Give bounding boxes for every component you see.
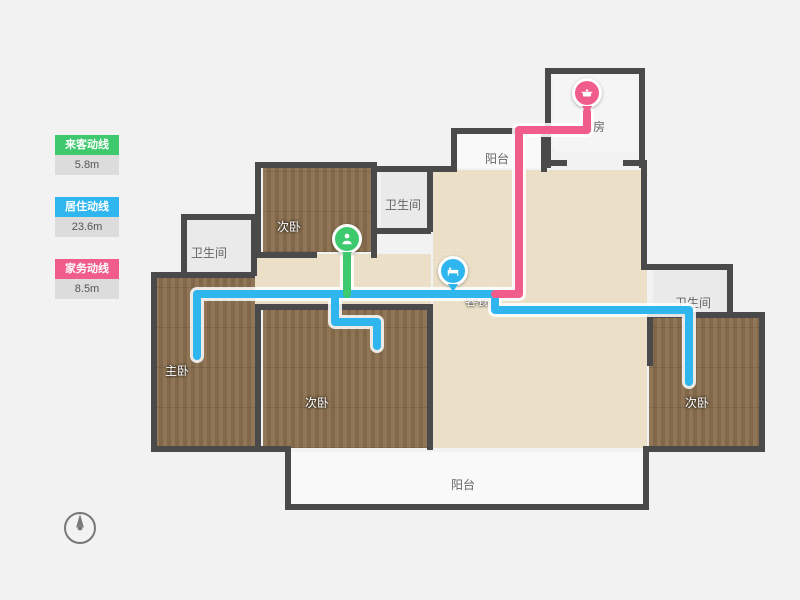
wall-segment [545, 160, 567, 166]
wall-segment [647, 264, 733, 270]
room-bed2_s [263, 308, 429, 448]
wall-segment [375, 166, 435, 172]
legend-live-label: 居住动线 [55, 197, 119, 217]
legend: 来客动线 5.8m 居住动线 23.6m 家务动线 8.5m [55, 135, 119, 321]
compass-icon [62, 510, 98, 546]
wall-segment [643, 446, 765, 452]
wall-segment [427, 166, 433, 232]
live_pin-icon [438, 256, 468, 296]
wall-segment [377, 228, 431, 234]
wall-segment [285, 446, 291, 510]
wall-segment [257, 252, 317, 258]
wall-segment [545, 68, 551, 168]
legend-guest-label: 来客动线 [55, 135, 119, 155]
wall-segment [451, 128, 547, 134]
guest_pin-icon [332, 224, 362, 264]
legend-chore-value: 8.5m [55, 279, 119, 299]
wall-segment [639, 68, 645, 168]
wall-segment [643, 446, 649, 510]
wall-segment [257, 162, 377, 168]
wall-segment [181, 214, 257, 220]
wall-segment [641, 160, 647, 270]
wall-segment [431, 166, 453, 172]
wall-segment [647, 312, 765, 318]
room-bed_e [649, 318, 763, 448]
legend-item-live: 居住动线 23.6m [55, 197, 119, 237]
wall-segment [255, 162, 261, 258]
floor-plan: 厨房阳台客餐厅卫生间次卧卫生间主卧次卧卫生间次卧阳台 [155, 60, 765, 540]
wall-segment [255, 304, 261, 450]
room-living [433, 170, 647, 448]
wall-segment [647, 316, 653, 366]
wall-segment [255, 304, 433, 310]
wall-segment [427, 304, 433, 450]
legend-item-chore: 家务动线 8.5m [55, 259, 119, 299]
legend-chore-label: 家务动线 [55, 259, 119, 279]
wall-segment [727, 264, 733, 318]
wall-segment [155, 272, 255, 278]
wall-segment [371, 162, 377, 258]
wall-segment [759, 312, 765, 452]
legend-item-guest: 来客动线 5.8m [55, 135, 119, 175]
wall-segment [545, 68, 645, 74]
room-bath_r [653, 270, 729, 316]
legend-guest-value: 5.8m [55, 155, 119, 175]
room-bath_c [381, 170, 431, 230]
room-master [155, 276, 255, 448]
wall-segment [151, 446, 289, 452]
wall-segment [285, 504, 649, 510]
room-bath_l [185, 218, 251, 272]
room-balcony_s [291, 452, 645, 508]
room-balcony_n [455, 132, 543, 168]
chore_pin-icon [572, 78, 602, 118]
wall-segment [151, 272, 157, 452]
legend-live-value: 23.6m [55, 217, 119, 237]
wall-segment [181, 214, 187, 274]
